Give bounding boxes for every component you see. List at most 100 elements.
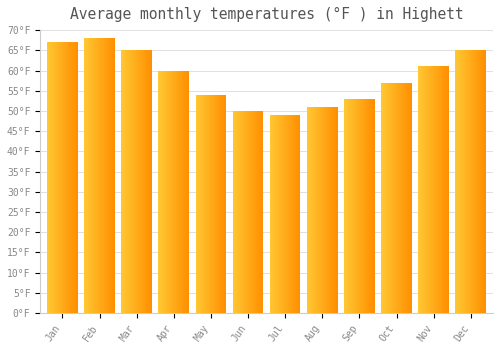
Bar bbox=[174, 70, 175, 313]
Bar bbox=[471, 50, 472, 313]
Bar bbox=[276, 115, 277, 313]
Bar bbox=[187, 70, 188, 313]
Bar bbox=[258, 111, 259, 313]
Bar bbox=[444, 66, 446, 313]
Bar bbox=[470, 50, 472, 313]
Bar bbox=[360, 99, 361, 313]
Bar bbox=[232, 111, 234, 313]
Bar bbox=[203, 95, 204, 313]
Bar bbox=[237, 111, 238, 313]
Bar bbox=[438, 66, 440, 313]
Bar bbox=[320, 107, 322, 313]
Bar bbox=[463, 50, 464, 313]
Bar bbox=[307, 107, 308, 313]
Bar bbox=[93, 38, 94, 313]
Bar bbox=[423, 66, 424, 313]
Bar bbox=[218, 95, 219, 313]
Bar bbox=[134, 50, 136, 313]
Bar bbox=[382, 83, 384, 313]
Bar bbox=[256, 111, 258, 313]
Bar bbox=[166, 70, 168, 313]
Bar bbox=[169, 70, 170, 313]
Bar bbox=[311, 107, 312, 313]
Bar bbox=[103, 38, 104, 313]
Bar bbox=[146, 50, 148, 313]
Bar bbox=[109, 38, 110, 313]
Bar bbox=[277, 115, 278, 313]
Bar bbox=[437, 66, 438, 313]
Bar bbox=[172, 70, 173, 313]
Bar bbox=[344, 99, 345, 313]
Bar bbox=[424, 66, 425, 313]
Bar bbox=[406, 83, 407, 313]
Bar bbox=[180, 70, 181, 313]
Bar bbox=[418, 66, 419, 313]
Bar bbox=[100, 38, 101, 313]
Bar bbox=[212, 95, 213, 313]
Bar bbox=[438, 66, 439, 313]
Bar bbox=[329, 107, 330, 313]
Bar bbox=[173, 70, 174, 313]
Bar bbox=[135, 50, 136, 313]
Bar bbox=[240, 111, 241, 313]
Bar bbox=[484, 50, 485, 313]
Bar bbox=[291, 115, 292, 313]
Bar bbox=[95, 38, 96, 313]
Bar bbox=[47, 42, 48, 313]
Bar bbox=[321, 107, 322, 313]
Bar bbox=[294, 115, 295, 313]
Bar bbox=[287, 115, 288, 313]
Bar bbox=[434, 66, 436, 313]
Bar bbox=[198, 95, 200, 313]
Bar bbox=[359, 99, 360, 313]
Bar bbox=[292, 115, 294, 313]
Bar bbox=[224, 95, 225, 313]
Bar bbox=[470, 50, 471, 313]
Bar bbox=[104, 38, 105, 313]
Bar bbox=[336, 107, 337, 313]
Bar bbox=[144, 50, 146, 313]
Bar bbox=[167, 70, 168, 313]
Bar bbox=[408, 83, 410, 313]
Bar bbox=[456, 50, 457, 313]
Bar bbox=[372, 99, 373, 313]
Bar bbox=[131, 50, 132, 313]
Bar bbox=[142, 50, 143, 313]
Bar bbox=[322, 107, 323, 313]
Bar bbox=[448, 66, 449, 313]
Bar bbox=[54, 42, 55, 313]
Bar bbox=[197, 95, 198, 313]
Bar bbox=[298, 115, 299, 313]
Bar bbox=[87, 38, 88, 313]
Bar bbox=[295, 115, 296, 313]
Bar bbox=[178, 70, 179, 313]
Bar bbox=[278, 115, 279, 313]
Bar bbox=[164, 70, 165, 313]
Bar bbox=[215, 95, 216, 313]
Bar bbox=[181, 70, 182, 313]
Bar bbox=[407, 83, 408, 313]
Bar bbox=[460, 50, 461, 313]
Bar bbox=[284, 115, 286, 313]
Bar bbox=[123, 50, 124, 313]
Bar bbox=[71, 42, 72, 313]
Bar bbox=[223, 95, 224, 313]
Bar bbox=[350, 99, 351, 313]
Bar bbox=[346, 99, 347, 313]
Bar bbox=[52, 42, 54, 313]
Bar bbox=[91, 38, 92, 313]
Bar bbox=[58, 42, 59, 313]
Bar bbox=[400, 83, 401, 313]
Bar bbox=[216, 95, 217, 313]
Bar bbox=[282, 115, 283, 313]
Bar bbox=[260, 111, 262, 313]
Bar bbox=[63, 42, 64, 313]
Bar bbox=[179, 70, 180, 313]
Bar bbox=[468, 50, 469, 313]
Bar bbox=[249, 111, 250, 313]
Bar bbox=[440, 66, 442, 313]
Bar bbox=[196, 95, 197, 313]
Bar bbox=[333, 107, 334, 313]
Bar bbox=[272, 115, 273, 313]
Bar bbox=[150, 50, 151, 313]
